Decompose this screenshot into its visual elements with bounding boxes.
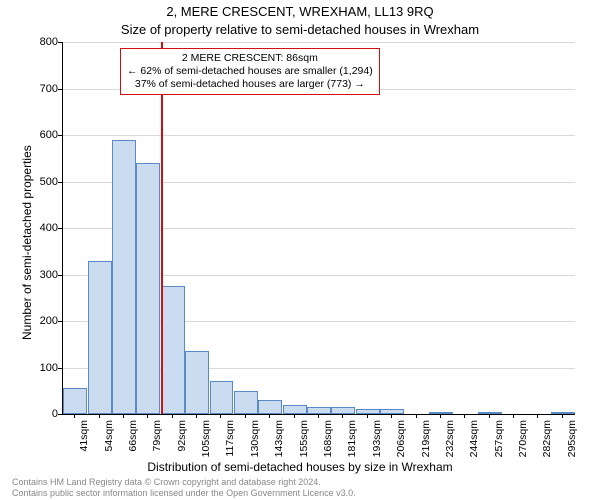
x-tick-label: 130sqm <box>249 420 261 460</box>
histogram-bar <box>258 400 282 414</box>
histogram-bar <box>210 381 234 414</box>
x-tick-label: 193sqm <box>371 420 383 460</box>
x-tick-label: 66sqm <box>127 420 139 460</box>
histogram-bar <box>88 261 112 414</box>
x-tick-label: 295sqm <box>566 420 578 460</box>
x-tick-label: 117sqm <box>224 420 236 460</box>
histogram-bar <box>185 351 209 414</box>
x-tick-label: 219sqm <box>420 420 432 460</box>
histogram-bar <box>307 407 331 414</box>
x-tick-mark <box>74 414 75 418</box>
y-tick-mark <box>58 89 62 90</box>
x-tick-label: 105sqm <box>200 420 212 460</box>
x-tick-label: 181sqm <box>346 420 358 460</box>
x-tick-label: 244sqm <box>468 420 480 460</box>
y-tick-label: 300 <box>18 269 58 281</box>
y-tick-mark <box>58 135 62 136</box>
histogram-bar <box>356 409 380 414</box>
histogram-bar <box>112 140 136 414</box>
y-axis-label: Number of semi-detached properties <box>20 145 34 340</box>
histogram-bar <box>551 412 575 414</box>
y-tick-label: 600 <box>18 129 58 141</box>
x-tick-label: 282sqm <box>541 420 553 460</box>
x-tick-mark <box>489 414 490 418</box>
x-tick-mark <box>318 414 319 418</box>
y-tick-label: 500 <box>18 176 58 188</box>
y-tick-label: 0 <box>18 408 58 420</box>
y-tick-label: 100 <box>18 362 58 374</box>
x-tick-label: 79sqm <box>151 420 163 460</box>
y-tick-mark <box>58 275 62 276</box>
x-tick-mark <box>537 414 538 418</box>
grid-line <box>63 42 575 43</box>
x-tick-label: 143sqm <box>273 420 285 460</box>
y-tick-label: 800 <box>18 36 58 48</box>
x-tick-mark <box>416 414 417 418</box>
x-tick-mark <box>367 414 368 418</box>
x-tick-mark <box>391 414 392 418</box>
histogram-bar <box>283 405 307 414</box>
y-tick-mark <box>58 368 62 369</box>
x-tick-mark <box>269 414 270 418</box>
histogram-bar <box>429 412 453 414</box>
x-tick-mark <box>99 414 100 418</box>
callout-line-3: 37% of semi-detached houses are larger (… <box>127 78 373 91</box>
x-tick-mark <box>440 414 441 418</box>
x-tick-label: 270sqm <box>517 420 529 460</box>
histogram-bar <box>234 391 258 414</box>
x-tick-mark <box>123 414 124 418</box>
callout-line-1: 2 MERE CRESCENT: 86sqm <box>127 52 373 65</box>
attribution-line-2: Contains public sector information licen… <box>12 488 356 498</box>
x-tick-label: 54sqm <box>103 420 115 460</box>
x-tick-label: 232sqm <box>444 420 456 460</box>
x-tick-mark <box>172 414 173 418</box>
chart-plot-area <box>62 42 575 415</box>
x-tick-label: 155sqm <box>298 420 310 460</box>
x-tick-label: 41sqm <box>78 420 90 460</box>
reference-callout: 2 MERE CRESCENT: 86sqm ← 62% of semi-det… <box>120 48 380 95</box>
chart-title-sub: Size of property relative to semi-detach… <box>0 22 600 37</box>
x-axis-label: Distribution of semi-detached houses by … <box>0 460 600 474</box>
attribution-line-1: Contains HM Land Registry data © Crown c… <box>12 477 356 487</box>
x-tick-mark <box>245 414 246 418</box>
x-tick-label: 206sqm <box>395 420 407 460</box>
callout-line-2: ← 62% of semi-detached houses are smalle… <box>127 65 373 78</box>
x-tick-mark <box>220 414 221 418</box>
x-tick-label: 168sqm <box>322 420 334 460</box>
x-tick-mark <box>464 414 465 418</box>
histogram-bar <box>63 388 87 414</box>
y-tick-mark <box>58 182 62 183</box>
y-tick-label: 400 <box>18 222 58 234</box>
attribution-text: Contains HM Land Registry data © Crown c… <box>12 477 356 498</box>
y-tick-mark <box>58 42 62 43</box>
x-tick-mark <box>513 414 514 418</box>
x-tick-mark <box>562 414 563 418</box>
x-tick-label: 257sqm <box>493 420 505 460</box>
histogram-bar <box>331 407 355 414</box>
histogram-bar <box>161 286 185 414</box>
x-tick-mark <box>342 414 343 418</box>
grid-line <box>63 135 575 136</box>
y-tick-label: 200 <box>18 315 58 327</box>
chart-title-main: 2, MERE CRESCENT, WREXHAM, LL13 9RQ <box>0 4 600 19</box>
histogram-bar <box>478 412 502 414</box>
x-tick-label: 92sqm <box>176 420 188 460</box>
histogram-bar <box>136 163 160 414</box>
y-tick-mark <box>58 414 62 415</box>
reference-line <box>161 42 163 414</box>
x-tick-mark <box>147 414 148 418</box>
x-tick-mark <box>196 414 197 418</box>
x-tick-mark <box>294 414 295 418</box>
y-tick-mark <box>58 228 62 229</box>
y-tick-mark <box>58 321 62 322</box>
y-tick-label: 700 <box>18 83 58 95</box>
